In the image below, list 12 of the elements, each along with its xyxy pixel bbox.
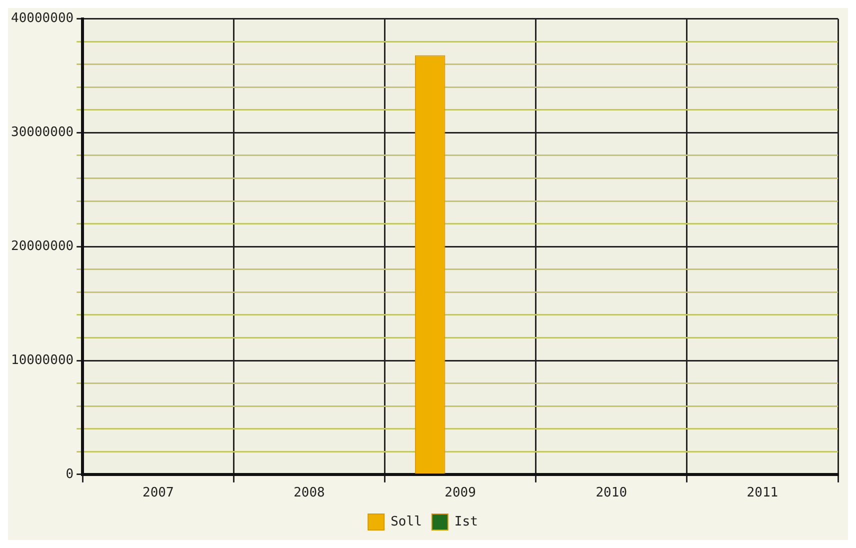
y-tick-label: 30000000 (10, 125, 74, 140)
y-tick-label: 40000000 (10, 11, 74, 26)
y-tick-label: 20000000 (10, 238, 74, 254)
x-tick-label: 2009 (444, 486, 476, 501)
legend-label: Soll (390, 514, 422, 530)
x-tick-label: 2010 (596, 486, 628, 501)
y-tick-label: 10000000 (10, 352, 74, 368)
x-tick-label: 2011 (746, 486, 778, 501)
x-tick-label: 2007 (142, 486, 174, 501)
legend-label: Ist (454, 514, 478, 530)
y-tick-label: 0 (66, 466, 74, 482)
x-tick-label: 2008 (294, 486, 325, 501)
